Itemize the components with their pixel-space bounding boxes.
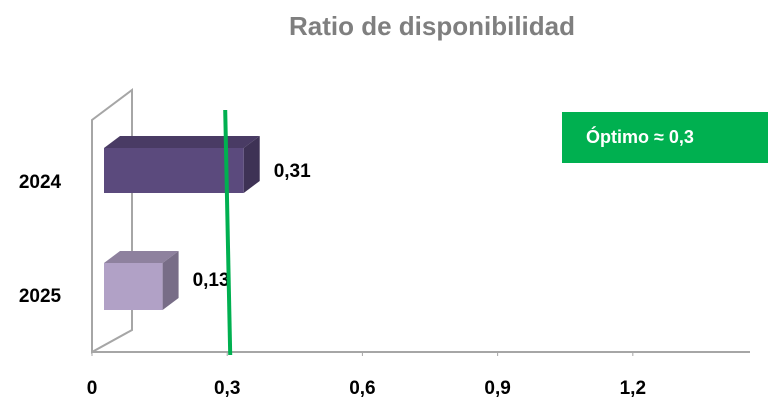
y-tick-label: 2025	[19, 286, 62, 307]
bar-top	[104, 136, 260, 148]
x-tick-label: 0,6	[349, 378, 375, 399]
reference-line	[223, 109, 233, 356]
x-tick-label: 0	[87, 378, 98, 399]
reference-box	[562, 112, 768, 163]
data-label: 0,13	[193, 270, 230, 291]
x-tick-label: 0,9	[484, 378, 510, 399]
chart-title: Ratio de disponibilidad	[289, 11, 575, 41]
y-tick-label: 2024	[19, 172, 62, 193]
back-wall	[91, 88, 133, 354]
bar-top	[104, 251, 179, 263]
x-tick-label: 1,2	[620, 378, 646, 399]
bar	[104, 263, 163, 310]
data-label: 0,31	[274, 161, 311, 182]
bar-side	[162, 251, 179, 310]
reference-label: Óptimo ≈ 0,3	[586, 126, 694, 147]
bar	[104, 148, 244, 193]
bar-side	[243, 136, 260, 193]
x-tick-label: 0,3	[214, 378, 240, 399]
